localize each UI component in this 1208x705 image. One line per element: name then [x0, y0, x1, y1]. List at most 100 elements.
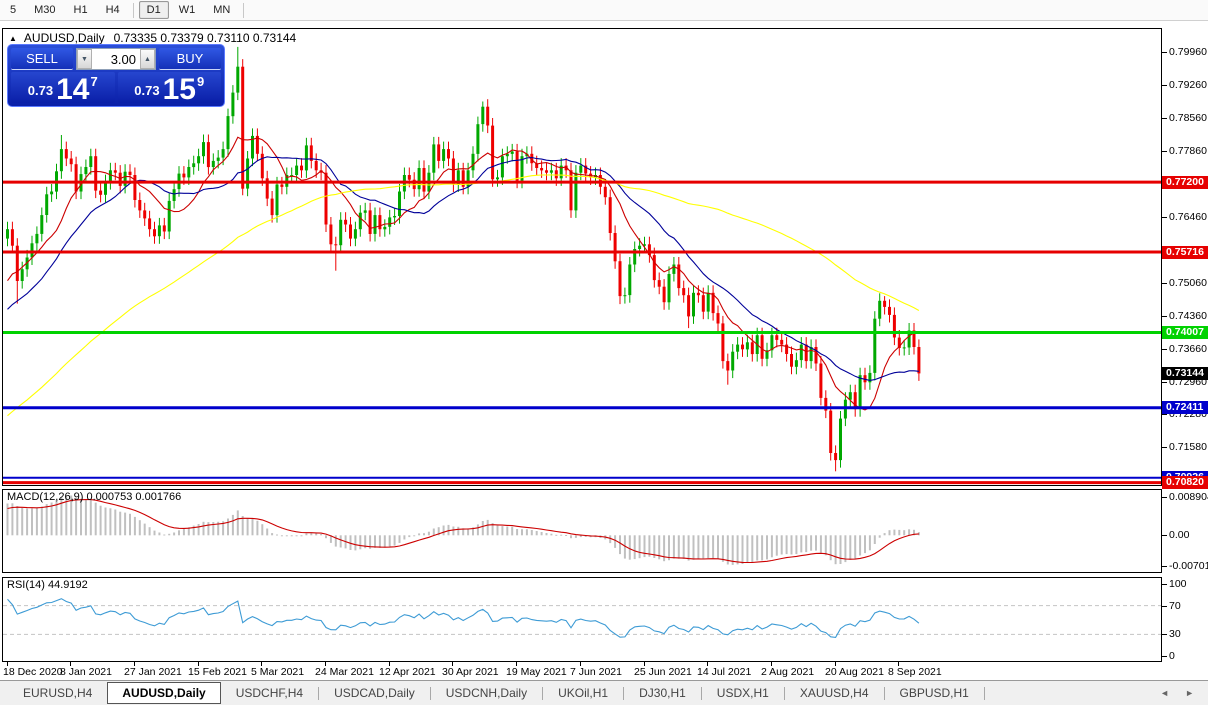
macd-indicator-label: MACD(12,26,9) 0.000753 0.001766	[7, 491, 182, 503]
rsi-indicator-label: RSI(14) 44.9192	[7, 579, 88, 591]
date-axis-tick	[580, 662, 581, 666]
date-axis-tick	[452, 662, 453, 666]
price-level-badge: 0.72411	[1162, 401, 1208, 414]
date-axis-tick	[835, 662, 836, 666]
sell-button[interactable]: SELL	[11, 48, 73, 70]
macd-signal-line	[7, 499, 919, 564]
date-label: 24 Mar 2021	[315, 666, 374, 678]
tab-audusd-daily[interactable]: AUDUSD,Daily	[107, 682, 221, 704]
chart-symbol-label: AUDUSD,Daily	[23, 31, 105, 45]
price-axis-tick	[1162, 316, 1167, 317]
date-label: 20 Aug 2021	[825, 666, 884, 678]
tab-usdx-h1[interactable]: USDX,H1	[716, 686, 769, 700]
price-axis-tick	[1162, 217, 1167, 218]
toolbar-separator	[132, 2, 134, 18]
macd-axis-tick	[1162, 497, 1167, 498]
price-axis-tick	[1162, 414, 1167, 415]
price-tick-label: 0.73660	[1169, 343, 1207, 355]
timeframe-toolbar: 5 M30 H1 H4 D1 W1 MN	[0, 0, 1208, 21]
rsi-pane: RSI(14) 44.9192	[2, 577, 1162, 662]
date-label: 5 Mar 2021	[251, 666, 305, 678]
macd-tick-label: -0.007013	[1169, 560, 1208, 572]
moving-average-line-21	[7, 156, 919, 381]
date-axis-tick	[198, 662, 199, 666]
price-axis-tick	[1162, 382, 1167, 383]
tabs-scroll-right-icon[interactable]: ►	[1185, 688, 1194, 698]
tab-usdcad-daily[interactable]: USDCAD,Daily	[334, 686, 415, 700]
price-level-badge: 0.75716	[1162, 246, 1208, 259]
rsi-axis-tick	[1162, 656, 1167, 657]
rsi-axis-tick	[1162, 606, 1167, 607]
volume-decrease-button[interactable]: ▼	[77, 49, 92, 69]
tabs-scroll-arrows: ◄ ►	[1160, 688, 1194, 698]
tab-separator	[318, 686, 320, 700]
rsi-tick-label: 70	[1169, 600, 1181, 612]
tab-usdcnh-daily[interactable]: USDCNH,Daily	[445, 686, 528, 700]
buy-button[interactable]: BUY	[159, 48, 221, 70]
date-label: 7 Jun 2021	[570, 666, 622, 678]
tab-xauusd-h4[interactable]: XAUUSD,H4	[799, 686, 869, 700]
macd-chart-canvas[interactable]	[3, 490, 1161, 572]
tab-separator	[623, 686, 625, 700]
timeframe-button-m30[interactable]: M30	[26, 1, 63, 19]
timeframe-button-5[interactable]: 5	[2, 1, 24, 19]
moving-average-line-10	[7, 136, 919, 411]
tab-separator	[429, 686, 431, 700]
candles-group	[6, 46, 921, 472]
tab-dj30-h1[interactable]: DJ30,H1	[639, 686, 686, 700]
timeframe-button-h1[interactable]: H1	[66, 1, 96, 19]
price-axis-tick	[1162, 52, 1167, 53]
price-tick-label: 0.74360	[1169, 310, 1207, 322]
date-axis-tick	[134, 662, 135, 666]
price-tick-label: 0.71580	[1169, 441, 1207, 453]
price-level-badge: 0.74007	[1162, 326, 1208, 339]
price-level-badge: 0.77200	[1162, 176, 1208, 189]
timeframe-button-mn[interactable]: MN	[205, 1, 238, 19]
volume-increase-button[interactable]: ▲	[140, 49, 155, 69]
moving-average-line-75	[7, 174, 920, 417]
tabs-scroll-left-icon[interactable]: ◄	[1160, 688, 1170, 698]
tab-eurusd-h4[interactable]: EURUSD,H4	[23, 686, 93, 700]
price-axis-tick	[1162, 151, 1167, 152]
date-axis-tick	[261, 662, 262, 666]
date-label: 8 Jan 2021	[60, 666, 112, 678]
volume-input[interactable]: 3.00	[110, 51, 136, 67]
price-chart-canvas[interactable]	[3, 29, 1161, 485]
macd-histogram	[6, 495, 920, 565]
price-axis-tick	[1162, 118, 1167, 119]
date-label: 25 Jun 2021	[634, 666, 692, 678]
sell-price-tile[interactable]: 0.73 14 7	[11, 72, 115, 106]
price-tick-label: 0.79960	[1169, 46, 1207, 58]
tab-usdchf-h4[interactable]: USDCHF,H4	[235, 686, 304, 700]
tab-separator	[983, 686, 985, 700]
tab-ukoil-h1[interactable]: UKOil,H1	[558, 686, 609, 700]
date-label: 15 Feb 2021	[188, 666, 247, 678]
date-label: 19 May 2021	[506, 666, 567, 678]
rsi-chart-canvas[interactable]	[3, 578, 1161, 661]
date-label: 8 Sep 2021	[888, 666, 942, 678]
price-tick-label: 0.76460	[1169, 211, 1207, 223]
volume-stepper: ▼ 3.00 ▲	[76, 48, 156, 70]
buy-price-tile[interactable]: 0.73 15 9	[117, 72, 221, 105]
date-label: 14 Jul 2021	[697, 666, 752, 678]
date-label: 27 Jan 2021	[124, 666, 182, 678]
price-tick-label: 0.79260	[1169, 79, 1207, 91]
one-click-trading-panel: SELL ▼ 3.00 ▲ BUY 0.73 14 7 0.73 15 9	[7, 44, 225, 107]
chart-window: ▲ AUDUSD,Daily 0.73335 0.73379 0.73110 0…	[0, 21, 1208, 680]
price-axis-tick	[1162, 447, 1167, 448]
macd-axis: 0.008904 0.00 -0.007013	[1162, 489, 1208, 573]
date-axis-tick	[325, 662, 326, 666]
price-axis-tick	[1162, 85, 1167, 86]
buy-price-pipette: 9	[196, 74, 205, 89]
chart-tabs-bar: EURUSD,H4 AUDUSD,Daily USDCHF,H4 USDCAD,Dai…	[0, 680, 1208, 705]
date-axis-tick	[644, 662, 645, 666]
timeframe-button-d1[interactable]: D1	[138, 1, 169, 19]
price-level-badge: 0.70820	[1162, 476, 1208, 489]
tab-gbpusd-h1[interactable]: GBPUSD,H1	[899, 686, 969, 700]
rsi-tick-label: 0	[1169, 650, 1175, 662]
sell-price-big-digits: 14	[56, 73, 90, 106]
timeframe-button-h4[interactable]: H4	[98, 1, 128, 19]
macd-axis-tick	[1162, 535, 1167, 536]
timeframe-button-w1[interactable]: W1	[171, 1, 204, 19]
sell-price-prefix: 0.73	[27, 83, 54, 98]
